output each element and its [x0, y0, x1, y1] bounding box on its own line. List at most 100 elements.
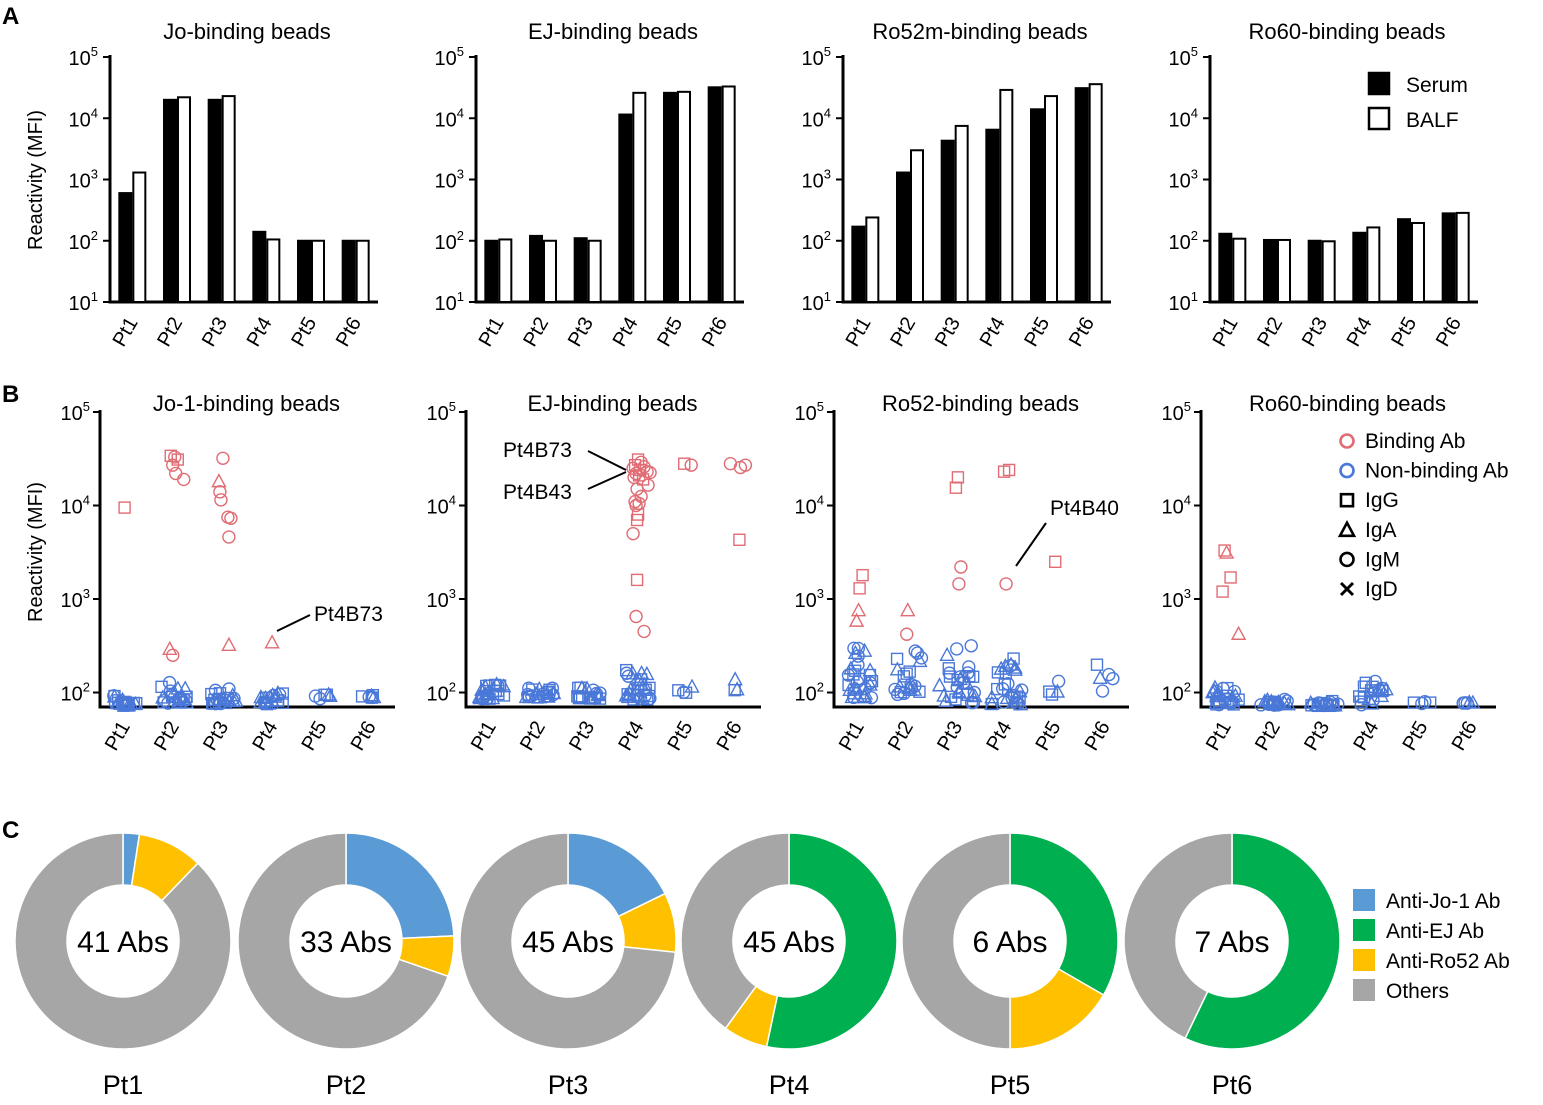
x-tick-label-pt4: Pt4: [614, 718, 648, 755]
legend-swatch-others: [1353, 979, 1375, 1001]
nonbinding-point: [1223, 695, 1236, 709]
bar-serum-pt2: [1263, 238, 1277, 303]
nonbinding-point: [863, 668, 877, 682]
legend-label-anti_ej: Anti-EJ Ab: [1386, 920, 1484, 943]
nonbinding-point: [856, 642, 873, 657]
binding-point: [216, 451, 230, 465]
nonbinding-point: [1095, 684, 1110, 698]
donut-slice-anti_ej: [1009, 832, 1119, 997]
donut-slice-others: [459, 832, 677, 1050]
nonbinding-point: [633, 675, 650, 691]
x-tick-label-pt4: Pt4: [1343, 314, 1377, 351]
legend-label-serum: Serum: [1406, 74, 1468, 97]
y-axis-label-b: Reactivity (MFI): [25, 482, 47, 622]
binding-point: [637, 624, 651, 639]
y-tick-label: 102: [61, 680, 90, 706]
nonbinding-point: [1045, 688, 1059, 701]
legend-swatch-balf: [1367, 106, 1391, 131]
y-axis-label-a: Reactivity (MFI): [25, 110, 47, 250]
nonbinding-point: [1354, 695, 1368, 708]
bar-serum-pt2: [896, 171, 910, 303]
y-tick-label: 105: [69, 44, 98, 70]
donut-center-count: 33 Abs: [300, 926, 392, 959]
nonbinding-point: [643, 681, 656, 695]
x-tick-label-pt6: Pt6: [347, 718, 381, 755]
bar-balf-pt1: [132, 171, 147, 303]
nonbinding-point: [963, 670, 976, 683]
panel-c-donut-charts: 41 Abs Pt1 33 Abs Pt2 45 Abs Pt3 45 Abs Pt4 6 Ab…: [14, 832, 1510, 1100]
binding-point: [264, 634, 280, 649]
panel-letter-b: B: [2, 381, 19, 408]
binding-point: [952, 577, 966, 591]
x-tick-label-pt2: Pt2: [886, 314, 920, 351]
y-tick-label: 102: [427, 680, 456, 706]
nonbinding-point: [573, 690, 587, 705]
binding-point: [900, 627, 914, 641]
nonbinding-point: [1090, 658, 1104, 671]
nonbinding-point: [1280, 696, 1296, 711]
x-tick-label-pt1: Pt1: [475, 314, 509, 351]
nonbinding-point: [1311, 699, 1325, 713]
scatter-subplot-title: EJ-binding beads: [527, 391, 697, 416]
x-tick-label-pt3: Pt3: [565, 718, 599, 755]
nonbinding-point: [1106, 671, 1120, 686]
legend-marker-iga: [1337, 520, 1357, 538]
nonbinding-point: [985, 697, 998, 711]
y-tick-label: 103: [61, 586, 90, 612]
nonbinding-point: [962, 660, 976, 674]
bar-balf-pt4: [266, 238, 281, 303]
nonbinding-point: [531, 689, 548, 704]
x-tick-label-pt6: Pt6: [713, 718, 747, 755]
donut-pt1: 41 Abs Pt1: [14, 832, 232, 1100]
x-tick-label-pt6: Pt6: [1081, 718, 1115, 755]
legend-label-others: Others: [1386, 980, 1449, 1003]
nonbinding-point: [117, 696, 132, 710]
donut-center-count: 45 Abs: [743, 926, 835, 959]
nonbinding-point: [157, 693, 172, 708]
nonbinding-point: [850, 675, 865, 689]
nonbinding-point: [964, 639, 978, 653]
bar-balf-pt6: [1455, 211, 1470, 303]
bar-serum-pt1: [851, 225, 866, 304]
nonbinding-point: [1208, 688, 1225, 703]
nonbinding-point: [939, 646, 955, 662]
nonbinding-point: [1415, 696, 1429, 711]
legend-marker-nonbinding: [1339, 462, 1355, 479]
nonbinding-point: [999, 667, 1012, 680]
nonbinding-point: [903, 665, 916, 678]
x-tick-label-pt5: Pt5: [298, 718, 332, 755]
donut-label: Pt2: [326, 1070, 367, 1100]
donut-slice-anti_ej: [765, 832, 898, 1050]
panel-letter-a: A: [2, 3, 19, 30]
nonbinding-point: [984, 689, 1000, 704]
nonbinding-point: [1262, 695, 1279, 710]
binding-point: [222, 530, 236, 544]
nonbinding-point: [623, 681, 639, 696]
nonbinding-point: [155, 680, 168, 694]
nonbinding-point: [843, 660, 859, 675]
nonbinding-point: [1326, 699, 1340, 712]
y-tick-label: 103: [1169, 167, 1198, 193]
legend-swatch-serum: [1367, 71, 1391, 96]
nonbinding-point: [999, 689, 1015, 705]
nonbinding-point: [1092, 669, 1108, 685]
nonbinding-point: [950, 642, 964, 656]
nonbinding-point: [221, 692, 238, 707]
y-tick-label: 105: [427, 399, 456, 425]
nonbinding-point: [1366, 693, 1380, 708]
binding-point: [954, 560, 968, 574]
bar-serum-pt6: [341, 239, 356, 303]
nonbinding-point: [320, 688, 334, 701]
bar-subplot-title: Jo-binding beads: [163, 19, 331, 44]
nonbinding-point: [572, 681, 585, 695]
bar-serum-pt2: [529, 234, 543, 303]
x-tick-label-pt5: Pt5: [1387, 314, 1421, 351]
nonbinding-point: [944, 690, 958, 704]
nonbinding-point: [949, 693, 962, 706]
legend-marker-igg: [1339, 492, 1355, 508]
nonbinding-point: [904, 677, 918, 691]
y-tick-label: 105: [802, 44, 831, 70]
binding-point: [1224, 571, 1237, 584]
bar-balf-pt5: [677, 90, 691, 304]
bar-balf-pt4: [999, 88, 1014, 304]
